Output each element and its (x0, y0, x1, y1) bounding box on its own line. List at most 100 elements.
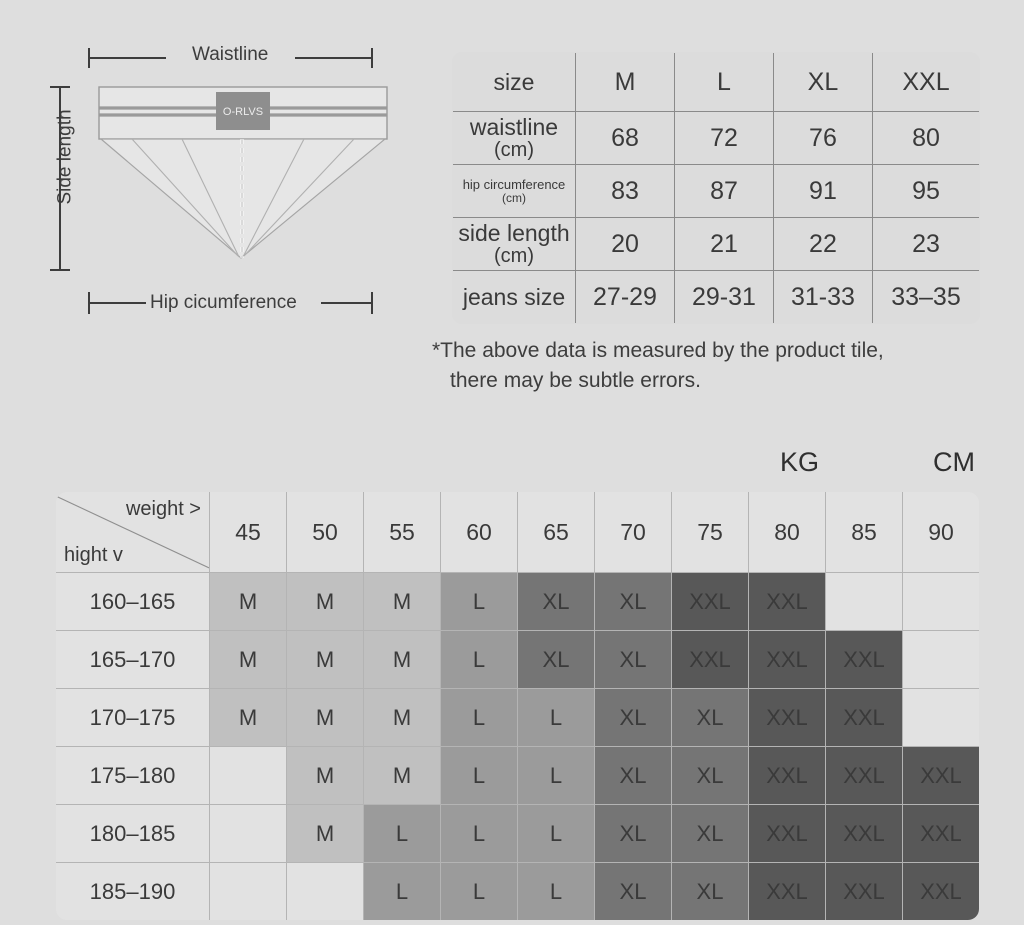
spec-cell: 29-31 (673, 270, 774, 323)
spec-header-row: size M L XL XXL (453, 53, 979, 112)
matrix-size-cell: L (363, 804, 441, 863)
product-measurement-diagram: Waistline Side length O-RLVS (40, 34, 440, 334)
matrix-size-cell: M (363, 630, 441, 689)
matrix-size-cell: XXL (902, 746, 979, 805)
matrix-weight-header: 80 (748, 492, 826, 573)
matrix-size-cell: XL (594, 630, 672, 689)
hip-line-left (88, 302, 146, 304)
matrix-weight-header: 85 (825, 492, 903, 573)
matrix-size-cell: XL (517, 630, 595, 689)
size-recommendation-matrix: weight > hight v 45 50 55 60 65 70 75 80 85 90 160–1… (55, 491, 980, 921)
matrix-size-cell: XXL (671, 630, 749, 689)
matrix-size-cell: L (517, 688, 595, 747)
matrix-size-cell: L (440, 630, 518, 689)
spec-cell: 80 (871, 111, 979, 165)
weight-unit-label: KG (780, 447, 820, 477)
hip-circumference-label: Hip cicumference (150, 292, 297, 313)
matrix-size-cell: XL (594, 862, 672, 920)
matrix-size-cell: M (363, 746, 441, 805)
spec-header-l: L (673, 53, 774, 112)
matrix-size-cell: L (440, 804, 518, 863)
footnote-line-2: there may be subtle errors. (450, 368, 701, 392)
size-spec-table: size M L XL XXL waistline (cm) 68 72 76 … (452, 52, 980, 324)
footnote-line-1: *The above data is measured by the produ… (432, 339, 884, 362)
matrix-empty-cell (902, 572, 979, 631)
spec-header-xl: XL (772, 53, 873, 112)
matrix-height-header: 165–170 (56, 630, 210, 689)
top-section: Waistline Side length O-RLVS (0, 0, 1024, 420)
matrix-size-cell: L (440, 746, 518, 805)
spec-cell: 83 (575, 164, 675, 218)
matrix-row: 165–170 M M M L XL XL XXL XXL XXL (56, 630, 979, 689)
spec-cell: 87 (673, 164, 774, 218)
matrix-size-cell: XXL (825, 746, 903, 805)
waistline-label: Waistline (192, 44, 269, 65)
waistline-line-right (295, 57, 373, 59)
matrix-size-cell: XXL (748, 804, 826, 863)
matrix-size-cell: XL (594, 746, 672, 805)
matrix-weight-header: 50 (286, 492, 364, 573)
matrix-height-header: 170–175 (56, 688, 210, 747)
spec-rowlabel-hip-unit: (cm) (502, 190, 526, 205)
matrix-empty-cell (902, 630, 979, 689)
matrix-size-cell: XXL (748, 630, 826, 689)
matrix-weight-header: 60 (440, 492, 518, 573)
spec-cell: 22 (772, 217, 873, 271)
matrix-size-cell: XXL (825, 688, 903, 747)
spec-cell: 91 (772, 164, 873, 218)
spec-cell: 95 (871, 164, 979, 218)
waistline-tick-right (371, 48, 373, 68)
matrix-size-cell: M (286, 630, 364, 689)
matrix-weight-header: 75 (671, 492, 749, 573)
spec-cell: 21 (673, 217, 774, 271)
size-recommendation-matrix-container: weight > hight v 45 50 55 60 65 70 75 80 85 90 160–1… (55, 491, 980, 921)
spec-rowlabel-side-length-unit: (cm) (494, 244, 534, 267)
spec-row-hip-circumference: hip circumference (cm) 83 87 91 95 (453, 164, 979, 218)
matrix-row: 175–180 M M L L XL XL XXL XXL XXL (56, 746, 979, 805)
matrix-corner-header: weight > hight v (56, 492, 210, 573)
matrix-size-cell: M (209, 572, 287, 631)
matrix-weight-header: 65 (517, 492, 595, 573)
spec-header-m: M (575, 53, 675, 112)
spec-rowlabel-waistline: waistline (cm) (453, 111, 576, 165)
matrix-size-cell: XL (594, 804, 672, 863)
matrix-size-cell: L (517, 862, 595, 920)
spec-rowlabel-waistline-unit: (cm) (494, 138, 534, 161)
matrix-row: 180–185 M L L L XL XL XXL XXL XXL (56, 804, 979, 863)
matrix-row: 170–175 M M M L L XL XL XXL XXL (56, 688, 979, 747)
spec-rowlabel-side-length-text: side length (458, 220, 570, 247)
matrix-height-axis-label: hight v (64, 544, 123, 566)
hip-tick-right (371, 292, 373, 314)
matrix-size-cell: XL (671, 688, 749, 747)
matrix-size-cell: L (440, 572, 518, 631)
matrix-size-cell: L (440, 688, 518, 747)
measurement-footnote: *The above data is measured by the produ… (432, 336, 972, 396)
matrix-size-cell: XL (594, 688, 672, 747)
matrix-size-cell: M (286, 804, 364, 863)
matrix-height-header: 185–190 (56, 862, 210, 920)
spec-cell: 68 (575, 111, 675, 165)
matrix-size-cell: M (286, 572, 364, 631)
matrix-empty-cell (902, 688, 979, 747)
garment-illustration: O-RLVS (98, 86, 388, 259)
size-spec-table-container: size M L XL XXL waistline (cm) 68 72 76 … (452, 52, 980, 324)
matrix-size-cell: L (517, 804, 595, 863)
matrix-size-cell: XL (517, 572, 595, 631)
matrix-height-header: 175–180 (56, 746, 210, 805)
matrix-empty-cell (286, 862, 364, 920)
matrix-weight-header: 55 (363, 492, 441, 573)
spec-cell: 76 (772, 111, 873, 165)
spec-cell: 33–35 (871, 270, 979, 323)
matrix-weight-header: 70 (594, 492, 672, 573)
matrix-size-cell: L (517, 746, 595, 805)
matrix-size-cell: M (209, 688, 287, 747)
matrix-size-cell: XXL (825, 862, 903, 920)
matrix-size-cell: XXL (902, 804, 979, 863)
matrix-size-cell: M (286, 746, 364, 805)
side-length-line (59, 86, 61, 271)
spec-header-size: size (453, 53, 576, 112)
spec-cell: 20 (575, 217, 675, 271)
spec-header-xxl: XXL (871, 53, 979, 112)
matrix-size-cell: XXL (825, 630, 903, 689)
matrix-size-cell: XXL (902, 862, 979, 920)
